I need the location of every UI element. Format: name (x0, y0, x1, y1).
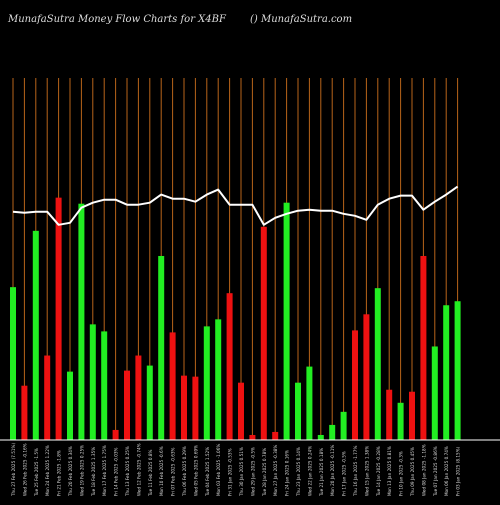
tick-label: Mon 13 Jan 2025 0.81% (387, 446, 392, 496)
tick-label: Fri 14 Feb 2025 -0.03% (114, 447, 119, 496)
bar (78, 203, 85, 440)
tick-label: Mon 06 Jan 2025 0.74% (444, 446, 449, 496)
tick-labels: Thu 27 Feb 2025 (7.51%) Wed 26 Feb 2025 -… (11, 442, 461, 497)
bar (272, 431, 279, 440)
tick-label: Fri 07 Feb 2025 -0.63% (171, 447, 176, 496)
bar (443, 305, 450, 440)
tick-label: Fri 21 Feb 2025 -1.8% (57, 450, 62, 496)
tick-label: Mon 20 Jan 2025 -0.11% (330, 445, 335, 496)
tick-label: Fri 10 Jan 2025 -0.3% (399, 451, 404, 496)
money-flow-line (12, 185, 459, 226)
tick-label: Wed 15 Jan 2025 1.38% (364, 446, 369, 496)
bar (238, 382, 244, 440)
bar (409, 391, 415, 440)
tick-label: Wed 19 Feb 2025 0.25% (79, 445, 84, 496)
tick-label: Thu 27 Feb 2025 (7.51%) (11, 442, 16, 497)
tick-label: Wed 26 Feb 2025 -0.16% (22, 443, 27, 496)
tick-label: Tue 04 Feb 2025 1.52% (205, 447, 210, 497)
bar (420, 255, 427, 440)
bar (283, 202, 290, 440)
bar (249, 434, 256, 440)
bar (352, 330, 358, 440)
tick-label: Mon 17 Feb 2025 1.75% (102, 445, 107, 496)
bar (295, 382, 301, 440)
tick-label: Mon 24 Feb 2025 1.22% (45, 445, 50, 496)
bar (67, 371, 73, 440)
bar (158, 255, 165, 440)
bar (32, 230, 39, 440)
bar (55, 197, 62, 440)
bar (89, 324, 96, 440)
bar (10, 287, 16, 440)
bar (363, 314, 370, 440)
tick-label: Tue 11 Feb 2025 0.8% (148, 449, 153, 497)
tick-label: Tue 18 Feb 2025 1.35% (91, 447, 96, 497)
tick-label: Thu 20 Feb 2025 0.34% (68, 446, 73, 497)
bar (226, 293, 233, 440)
tick-label: Fri 03 Jan 2025 (8.15%) (456, 446, 461, 496)
bar (317, 434, 324, 440)
tick-label: Thu 23 Jan 2025 0.14% (296, 447, 301, 497)
bar (135, 355, 142, 440)
tick-label: Wed 08 Jan 2025 -1.18% (421, 444, 426, 496)
bar (192, 376, 199, 440)
tick-label: Tue 07 Jan 2025 -0.86% (433, 446, 438, 497)
tick-label: Wed 12 Feb 2025 -0.74% (136, 443, 141, 496)
tick-label: Thu 30 Jan 2025 0.51% (239, 447, 244, 497)
tick-label: Mon 03 Feb 2025 -1.06% (216, 444, 221, 496)
tick-label: Wed 22 Jan 2025 0.24% (307, 446, 312, 496)
tick-label: Fri 24 Jan 2025 0.16% (285, 450, 290, 496)
bar (101, 331, 108, 440)
tick-label: Tue 25 Feb 2025 -1.5% (34, 448, 39, 497)
bar (374, 288, 381, 440)
line-series (12, 185, 459, 226)
bar (21, 385, 28, 440)
tick-label: Wed 29 Jan 2025 -0.5% (250, 447, 255, 496)
bars (10, 197, 461, 440)
tick-label: Thu 09 Jan 2025 0.45% (410, 447, 415, 497)
bar (146, 365, 153, 440)
tick-label: Wed 05 Feb 2025 0.69% (193, 445, 198, 496)
bar (215, 319, 222, 440)
bar (386, 389, 393, 440)
tick-label: Fri 17 Jan 2025 -0.5% (342, 451, 347, 496)
tick-label: Thu 06 Feb 2025 0.29% (182, 446, 187, 497)
chart-title: MunafaSutra Money Flow Charts for X4BF (8, 14, 226, 25)
tick-label: Thu 16 Jan 2025 -1.77% (353, 446, 358, 497)
bar (340, 411, 347, 440)
tick-label: Thu 13 Feb 2025 0.25% (125, 446, 130, 497)
tick-label: Fri 31 Jan 2025 -0.53% (228, 448, 233, 496)
tick-label: Tue 14 Jan 2025 -0.28% (376, 446, 381, 497)
tick-label: Tue 28 Jan 2025 0.78% (262, 448, 267, 497)
bar (44, 355, 51, 440)
bar (203, 326, 210, 440)
tick-label: Mon 10 Feb 2025 -0.6% (159, 446, 164, 496)
bar (431, 346, 438, 440)
bar (397, 402, 404, 440)
bar (306, 366, 313, 440)
bar (124, 370, 130, 440)
tick-label: Mon 27 Jan 2025 -0.38% (273, 445, 278, 496)
bar (169, 332, 176, 440)
bar (181, 375, 187, 440)
chart-source: () MunafaSutra.com (250, 14, 353, 25)
bar (112, 429, 119, 440)
bar (260, 226, 267, 440)
bar (454, 301, 461, 440)
tick-label: Tue 21 Jan 2025 0.18% (319, 448, 324, 497)
bar (329, 424, 336, 440)
